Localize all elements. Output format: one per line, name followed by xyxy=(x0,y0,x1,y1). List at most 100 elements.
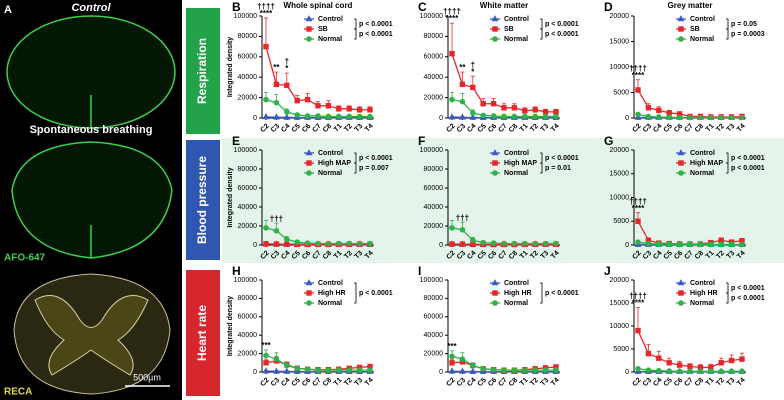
x-tick-label: C8 xyxy=(322,250,333,261)
stat-bracket xyxy=(354,18,357,30)
marker xyxy=(273,356,280,362)
marker xyxy=(739,114,745,121)
stat-label: p = 0.0003 xyxy=(731,31,765,38)
marker xyxy=(739,241,745,248)
x-tick-label: C6 xyxy=(301,250,312,261)
marker xyxy=(645,350,652,357)
legend-label: Normal xyxy=(318,300,342,307)
legend-label: Normal xyxy=(690,170,714,177)
marker xyxy=(449,225,455,231)
marker xyxy=(273,241,280,247)
y-tick-label: 20000 xyxy=(424,350,444,357)
marker xyxy=(325,367,332,373)
marker xyxy=(458,367,466,374)
x-tick-label: C2 xyxy=(631,250,642,261)
x-tick-label: C2 xyxy=(631,377,642,388)
significance-label: † xyxy=(471,60,475,69)
y-tick-label: 40000 xyxy=(238,74,258,81)
marker xyxy=(469,113,477,120)
legend-label: Normal xyxy=(690,36,714,43)
x-tick-label: T2 xyxy=(715,250,726,261)
x-tick-label: C3 xyxy=(270,123,281,134)
stat-bracket xyxy=(354,162,357,174)
marker xyxy=(676,241,683,248)
x-tick-label: C4 xyxy=(652,377,663,388)
y-tick-label: 40000 xyxy=(238,204,258,211)
marker xyxy=(304,366,311,373)
chart-title: White matter xyxy=(480,1,528,10)
significance-label: **** xyxy=(632,204,645,213)
x-tick-label: T1 xyxy=(705,377,716,388)
legend-label: SB xyxy=(318,26,328,33)
marker xyxy=(449,241,455,247)
marker xyxy=(262,113,270,120)
legend-label: SB xyxy=(504,26,514,33)
marker xyxy=(501,113,507,120)
significance-label: †††† xyxy=(257,2,275,11)
stat-label: p = 0.01 xyxy=(545,165,571,172)
stat-bracket xyxy=(540,162,543,174)
marker xyxy=(718,241,725,248)
marker xyxy=(263,96,269,103)
x-tick-label: T3 xyxy=(540,123,551,134)
significance-label: †††† xyxy=(629,197,647,206)
y-tick-label: 60000 xyxy=(424,314,444,321)
significance-label: †††† xyxy=(443,7,461,16)
x-tick-label: C8 xyxy=(508,377,519,388)
x-tick-label: T1 xyxy=(519,250,530,261)
marker xyxy=(492,300,498,306)
x-tick-label: T4 xyxy=(364,123,375,134)
marker xyxy=(666,241,673,248)
y-tick-label: 10000 xyxy=(610,323,630,330)
marker xyxy=(678,26,684,32)
panel-label: F xyxy=(418,134,425,148)
marker xyxy=(315,240,321,247)
legend-label: Normal xyxy=(318,36,342,43)
y-tick-label: 0 xyxy=(439,115,443,122)
significance-label: **** xyxy=(632,71,645,80)
significance-label: *** xyxy=(261,341,271,350)
x-tick-label: C4 xyxy=(280,123,291,134)
x-tick-label: T4 xyxy=(550,123,561,134)
row-label-box xyxy=(186,8,220,134)
y-tick-label: 20000 xyxy=(610,277,630,284)
marker xyxy=(459,81,466,88)
marker xyxy=(480,112,487,119)
x-tick-label: C3 xyxy=(270,250,281,261)
marker xyxy=(645,367,652,373)
significance-label: ** xyxy=(273,63,280,72)
x-tick-label: C5 xyxy=(663,377,674,388)
marker xyxy=(697,241,704,248)
chart-title: Whole spinal cord xyxy=(284,1,353,10)
x-tick-label: T1 xyxy=(333,123,344,134)
x-tick-label: C3 xyxy=(642,123,653,134)
marker xyxy=(491,279,499,286)
y-tick-label: 20000 xyxy=(238,223,258,230)
marker xyxy=(356,240,363,247)
marker xyxy=(294,97,300,104)
marker xyxy=(687,363,693,370)
y-tick-label: 80000 xyxy=(424,33,444,40)
marker xyxy=(306,160,312,166)
marker xyxy=(346,106,352,112)
marker xyxy=(356,113,363,120)
significance-label: ††† xyxy=(270,214,283,223)
marker xyxy=(491,15,499,22)
marker xyxy=(697,368,704,375)
marker xyxy=(356,107,363,113)
x-tick-label: C8 xyxy=(694,250,705,261)
y-tick-label: 0 xyxy=(253,242,257,249)
marker xyxy=(273,81,280,88)
x-tick-label: C6 xyxy=(673,377,684,388)
series-line xyxy=(451,53,556,113)
grey-matter-outline xyxy=(34,295,149,376)
x-tick-label: C3 xyxy=(642,377,653,388)
marker xyxy=(501,105,507,111)
legend-label: High HR xyxy=(690,290,718,297)
marker xyxy=(315,113,321,119)
row-label: Respiration xyxy=(195,38,209,104)
stat-bracket xyxy=(726,162,729,174)
marker xyxy=(708,114,714,121)
marker xyxy=(458,113,466,120)
y-tick-label: 0 xyxy=(625,115,629,122)
